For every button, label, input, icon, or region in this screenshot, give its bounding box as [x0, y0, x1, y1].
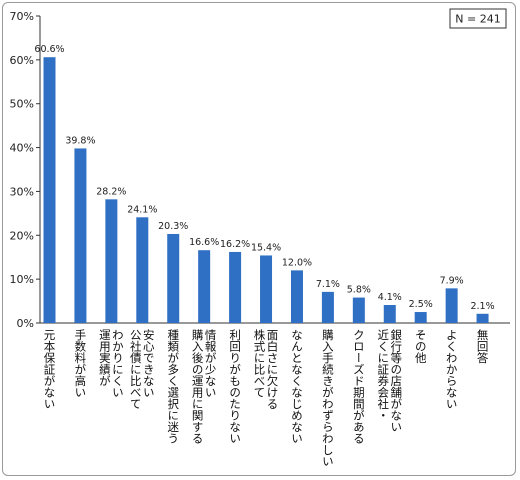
- bar: [167, 233, 180, 323]
- category-label: 種類が多く選択に迷う: [166, 328, 180, 444]
- bar: [290, 270, 303, 323]
- category-label: 安心できない: [142, 328, 156, 398]
- data-label: 15.4%: [251, 242, 281, 253]
- y-tick-label: 20%: [10, 229, 34, 242]
- data-label: 16.6%: [189, 237, 219, 248]
- category-label: 銀行等の店舗がない: [389, 328, 403, 432]
- bar: [105, 199, 118, 323]
- category-label: なんとなくなじめない: [290, 329, 304, 444]
- data-label: 24.1%: [127, 204, 157, 215]
- bar: [476, 313, 489, 323]
- y-tick-label: 60%: [10, 54, 34, 67]
- category-label: 元本保証がない: [43, 329, 57, 410]
- data-label: 2.5%: [409, 299, 433, 310]
- bar: [260, 255, 273, 323]
- category-label: 購入後の運用に関する: [191, 328, 205, 444]
- bar: [445, 288, 458, 323]
- category-label: 無回答: [476, 328, 490, 364]
- bar: [43, 57, 56, 324]
- category-label: 手数料が高い: [73, 328, 87, 398]
- bar: [383, 305, 396, 323]
- data-label: 39.8%: [65, 135, 95, 146]
- y-tick-label: 40%: [10, 142, 34, 155]
- category-label: 情報が少ない: [204, 329, 218, 398]
- bar: [352, 297, 365, 323]
- category-label: 運用実績が: [98, 329, 112, 387]
- data-label: 28.2%: [96, 186, 126, 197]
- bar: [74, 148, 87, 323]
- category-label: 利回りがものたりない: [228, 329, 242, 444]
- category-label: 株式に比べて: [253, 328, 267, 398]
- bar: [414, 312, 427, 323]
- data-label: 2.1%: [470, 301, 494, 312]
- y-tick-label: 30%: [10, 185, 34, 198]
- category-label: 面白さに欠ける: [266, 329, 280, 410]
- category-label: わかりにくい: [111, 329, 125, 398]
- data-label: 4.1%: [378, 292, 402, 303]
- data-label: 16.2%: [220, 239, 250, 250]
- data-label: 7.9%: [440, 275, 464, 286]
- sample-size-label: N = 241: [455, 13, 500, 26]
- y-tick-label: 0%: [17, 317, 34, 330]
- y-tick-label: 50%: [10, 98, 34, 111]
- data-label: 60.6%: [34, 44, 64, 55]
- chart-frame: [2, 2, 516, 476]
- category-label: 近くに証券会社・: [376, 329, 390, 421]
- category-label: 購入手続きがわずらわしい: [321, 328, 335, 467]
- bar: [229, 251, 242, 323]
- sample-size-box: [449, 8, 507, 29]
- data-label: 7.1%: [316, 279, 340, 290]
- category-label: よくわからない: [445, 329, 459, 410]
- bar: [321, 291, 334, 323]
- category-label: 公社債に比べて: [129, 329, 143, 410]
- data-label: 20.3%: [158, 221, 188, 232]
- bar: [198, 250, 211, 323]
- category-label: クローズド期間がある: [352, 329, 366, 444]
- category-label: その他: [414, 329, 428, 364]
- bar: [136, 217, 149, 323]
- y-tick-label: 70%: [10, 10, 34, 23]
- y-tick-label: 10%: [10, 273, 34, 286]
- data-label: 5.8%: [347, 285, 371, 296]
- data-label: 12.0%: [282, 257, 312, 268]
